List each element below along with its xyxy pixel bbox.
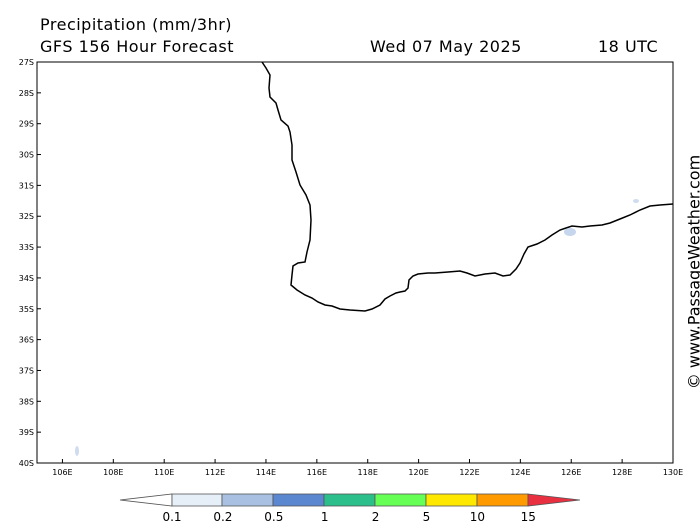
lat-label: 30S (19, 151, 34, 160)
lat-label: 27S (19, 58, 34, 67)
lat-label: 32S (19, 212, 34, 221)
lon-label: 110E (154, 468, 174, 477)
lon-label: 112E (205, 468, 225, 477)
precip-patch (75, 446, 79, 456)
lat-label: 34S (19, 274, 34, 283)
lon-label: 108E (103, 468, 123, 477)
date: Wed 07 May 2025 (370, 37, 522, 56)
lat-label: 38S (19, 397, 34, 406)
colorbar-segment (528, 494, 580, 506)
lon-label: 116E (307, 468, 327, 477)
precip-patch (564, 228, 576, 236)
colorbar-label: 0.5 (264, 510, 283, 524)
colorbar-label: 15 (521, 510, 536, 524)
colorbar-segment (172, 494, 222, 506)
lat-label: 28S (19, 89, 34, 98)
colorbar-label: 5 (423, 510, 431, 524)
colorbar-label: 0.2 (213, 510, 232, 524)
precip-patch (633, 199, 639, 203)
lat-label: 29S (19, 120, 34, 129)
colorbar-label: 1 (321, 510, 329, 524)
colorbar (120, 494, 580, 506)
lon-label: 130E (663, 468, 683, 477)
lon-label: 120E (408, 468, 428, 477)
colorbar-labels: 0.1 0.2 0.5 1 2 5 10 15 (162, 510, 535, 524)
colorbar-label: 2 (372, 510, 380, 524)
lon-label: 124E (510, 468, 530, 477)
lon-label: 126E (561, 468, 581, 477)
lon-label: 128E (612, 468, 632, 477)
lon-label: 106E (52, 468, 72, 477)
lat-label: 36S (19, 336, 34, 345)
title: Precipitation (mm/3hr) (40, 15, 232, 34)
lat-label: 35S (19, 305, 34, 314)
colorbar-label: 10 (470, 510, 485, 524)
map-frame (37, 62, 673, 463)
colorbar-segment (426, 494, 477, 506)
lat-label: 31S (19, 181, 34, 190)
lon-label: 122E (459, 468, 479, 477)
colorbar-segment (120, 494, 172, 506)
colorbar-segment (222, 494, 273, 506)
time: 18 UTC (598, 37, 658, 56)
lat-label: 37S (19, 366, 34, 375)
colorbar-segment (324, 494, 375, 506)
lon-label: 118E (358, 468, 378, 477)
colorbar-segment (375, 494, 426, 506)
lon-label: 114E (256, 468, 276, 477)
colorbar-label: 0.1 (162, 510, 181, 524)
lat-label: 33S (19, 243, 34, 252)
lat-label: 40S (19, 459, 34, 468)
subtitle: GFS 156 Hour Forecast (40, 37, 234, 56)
watermark: © www.PassageWeather.com (685, 155, 700, 389)
colorbar-segment (273, 494, 324, 506)
lat-label: 39S (19, 428, 34, 437)
colorbar-segment (477, 494, 528, 506)
